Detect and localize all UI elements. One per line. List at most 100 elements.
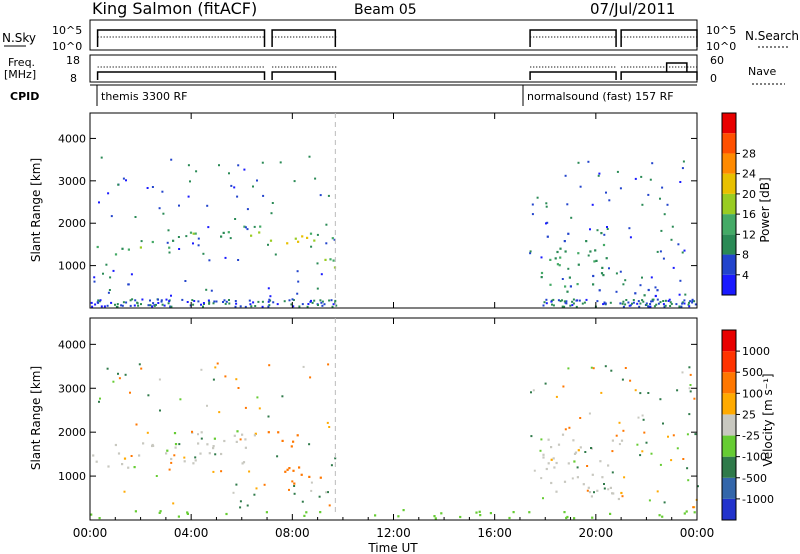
echo-cell [530,391,532,394]
echo-cell [684,293,687,296]
echo-cell [569,304,572,307]
echo-cell [112,380,115,383]
echo-cell [254,432,257,435]
echo-cell [107,291,110,294]
echo-cell [279,161,282,164]
echo-cell [530,435,533,438]
echo-cell [662,303,665,306]
echo-cell [661,515,664,518]
echo-cell [683,299,686,302]
echo-cell [262,194,265,197]
echo-cell [559,256,562,259]
echo-cell [313,239,316,242]
echo-cell [545,467,548,471]
echo-cell [208,301,211,304]
echo-cell [596,229,599,232]
echo-cell [169,305,172,308]
echo-cell [118,377,121,380]
echo-cell [588,491,592,494]
echo-cell [688,366,691,369]
echo-cell [598,172,601,175]
echo-cell [603,483,605,485]
echo-cell [91,305,94,308]
colorbar-swatch [722,435,736,457]
colorbar-tick-label: 100 [742,387,763,400]
echo-cell [577,449,580,452]
echo-cell [224,375,227,378]
echo-cell [129,304,132,307]
echo-cell [645,302,648,305]
echo-cell [542,453,545,456]
echo-cell [127,248,130,251]
echo-cell [552,304,555,307]
echo-cell [654,294,657,298]
echo-cell [311,301,314,304]
echo-cell [615,290,618,293]
echo-cell [120,304,123,307]
echo-cell [650,300,653,303]
echo-cell [603,233,606,236]
echo-cell [281,395,284,398]
echo-cell [545,222,547,225]
power-ylabel: Slant Range [km] [29,158,43,262]
echo-cell [584,451,587,453]
echo-cell [310,489,313,492]
cpid-segment-2: normalsound (fast) 157 RF [527,90,674,103]
echo-cell [694,303,697,306]
echo-cell [634,292,637,295]
freq-segment [620,71,698,80]
colorbar-tick-label: 12 [742,228,756,241]
echo-cell [129,299,132,302]
echo-cell [615,272,618,275]
echo-cell [569,285,572,288]
echo-cell [220,452,223,456]
freq-step [665,62,688,72]
colorbar-swatch [722,254,736,275]
echo-cell [587,160,590,163]
nsky-segment [96,29,266,47]
echo-cell [170,294,172,297]
echo-cell [194,456,197,459]
echo-cell [325,242,328,245]
echo-cell [117,183,120,186]
colorbar-tick-label: -100 [742,451,767,464]
echo-cell [160,299,163,302]
echo-cell [158,511,161,514]
nsky-segment [620,29,698,47]
echo-cell [263,483,266,486]
echo-cell [130,273,133,276]
echo-cell [556,263,559,266]
echo-cell [598,289,601,292]
echo-cell [288,299,291,302]
echo-cell [254,305,257,307]
echo-cell [325,223,328,226]
echo-cell [290,303,293,306]
echo-cell [200,431,203,434]
echo-cell [235,440,238,443]
echo-cell [293,180,296,183]
echo-cell [168,246,171,249]
echo-cell [293,492,296,495]
nsearch-tick-low: 10^0 [706,40,736,53]
echo-cell [194,459,197,462]
echo-cell [539,449,542,452]
velocity-cbar-label: Velocity [m s⁻¹] [761,373,775,466]
echo-cell [212,447,215,450]
echo-cell [574,451,578,454]
echo-cell [607,488,610,491]
echo-cell [244,305,247,308]
echo-cell [146,431,149,434]
echo-cell [117,452,121,455]
echo-cell [134,510,137,513]
echo-cell [161,190,164,193]
echo-cell [286,468,289,471]
echo-cell [651,300,654,303]
echo-cell [619,270,622,273]
echo-cell [616,170,619,173]
echo-cell [649,305,652,308]
echo-cell [590,447,592,449]
echo-cell [478,510,481,513]
echo-cell [685,510,688,513]
echo-cell [305,511,308,514]
echo-cell [554,257,557,260]
